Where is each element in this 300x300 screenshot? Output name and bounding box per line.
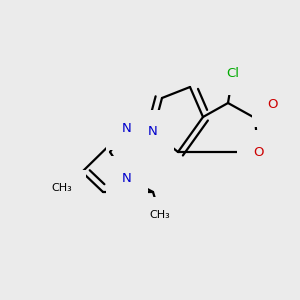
Text: O: O <box>253 146 263 158</box>
Text: N: N <box>148 125 158 139</box>
Text: CH₃: CH₃ <box>150 210 170 220</box>
Text: O: O <box>268 98 278 112</box>
Text: Cl: Cl <box>226 67 239 80</box>
Text: N: N <box>122 122 132 134</box>
Text: CH₃: CH₃ <box>52 183 72 193</box>
Text: N: N <box>122 172 132 184</box>
